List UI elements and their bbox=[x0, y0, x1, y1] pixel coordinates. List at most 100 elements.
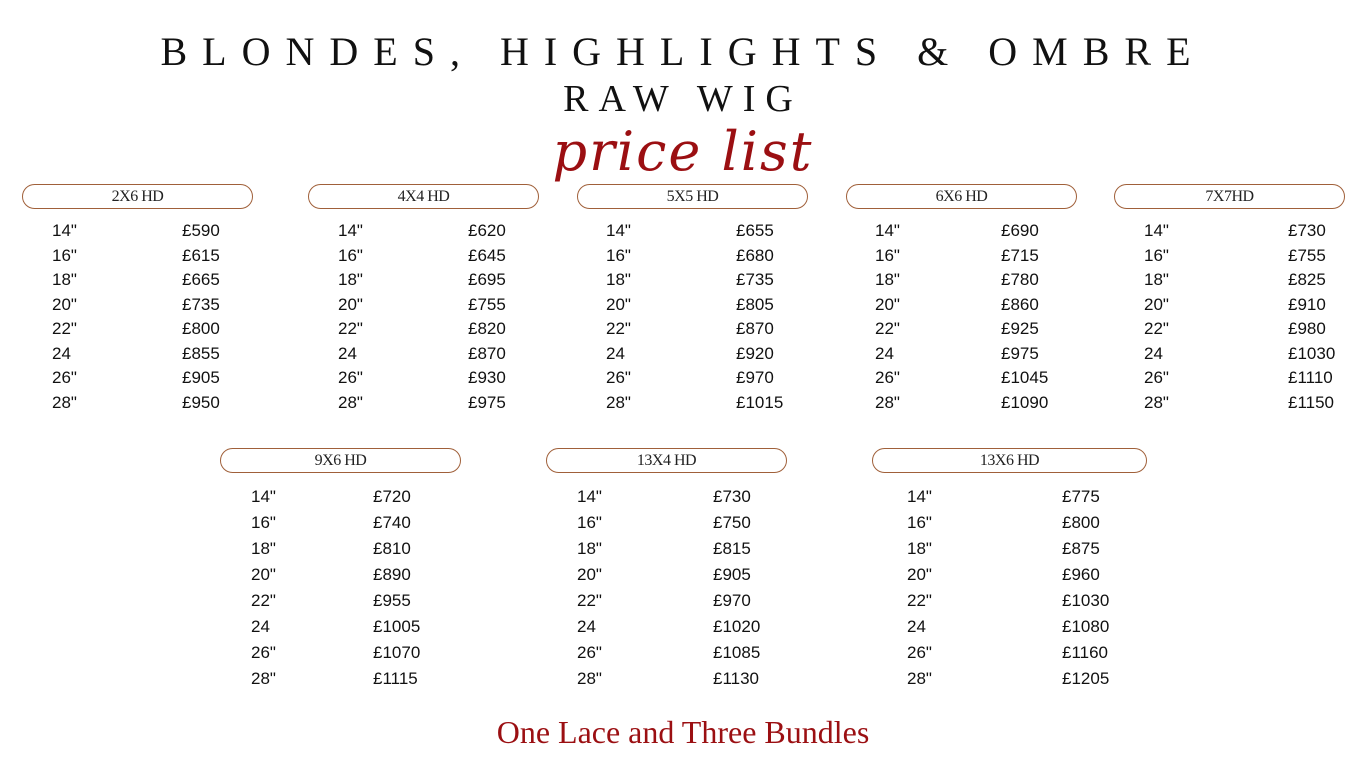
price-cell: £910 bbox=[1288, 294, 1326, 314]
price-cell: £620 bbox=[468, 221, 506, 240]
price-cell: £1110 bbox=[1288, 368, 1333, 387]
size-cell: 22" bbox=[577, 591, 602, 610]
size-cell: 20" bbox=[251, 565, 276, 584]
price-cell: £860 bbox=[1001, 294, 1039, 314]
size-cell: 24 bbox=[338, 343, 357, 363]
price-cell: £1030 bbox=[1288, 343, 1336, 363]
size-cell: 20" bbox=[52, 294, 77, 314]
price-cell: £1070 bbox=[373, 643, 421, 662]
price-cell: £800 bbox=[1062, 513, 1100, 532]
size-cell: 16" bbox=[251, 513, 276, 532]
price-cell: £925 bbox=[1001, 319, 1039, 338]
size-cell: 18" bbox=[52, 270, 77, 289]
price-cell: £1090 bbox=[1001, 392, 1049, 412]
size-cell: 18" bbox=[251, 539, 276, 558]
table-header-pill: 4X4 HD bbox=[308, 184, 539, 209]
size-cell: 14" bbox=[251, 487, 276, 506]
size-cell: 24 bbox=[251, 617, 270, 636]
size-cell: 18" bbox=[577, 539, 602, 558]
price-cell: £1130 bbox=[713, 669, 760, 688]
price-cell: £730 bbox=[1288, 221, 1326, 240]
size-cell: 20" bbox=[606, 294, 631, 314]
size-cell: 14" bbox=[338, 221, 363, 240]
size-cell: 26" bbox=[338, 368, 363, 387]
price-cell: £930 bbox=[468, 368, 506, 387]
price-cell: £815 bbox=[713, 539, 751, 558]
size-cell: 26" bbox=[251, 643, 276, 662]
size-cell: 22" bbox=[251, 591, 276, 610]
size-cell: 28" bbox=[338, 392, 363, 412]
price-cell: £950 bbox=[182, 392, 220, 412]
size-cell: 24 bbox=[1144, 343, 1163, 363]
price-cell: £590 bbox=[182, 221, 220, 240]
table-header-pill: 13X6 HD bbox=[872, 448, 1147, 473]
price-cell: £1160 bbox=[1062, 643, 1109, 662]
price-cell: £730 bbox=[713, 487, 751, 506]
size-cell: 20" bbox=[1144, 294, 1169, 314]
price-cell: £955 bbox=[373, 591, 411, 610]
script-title: price list bbox=[552, 120, 814, 183]
size-cell: 26" bbox=[577, 643, 602, 662]
size-cell: 24 bbox=[907, 617, 926, 636]
price-cell: £775 bbox=[1062, 487, 1100, 506]
size-cell: 14" bbox=[1144, 221, 1169, 240]
price-cell: £1115 bbox=[373, 669, 418, 688]
price-cell: £980 bbox=[1288, 319, 1326, 338]
table-header-pill: 9X6 HD bbox=[220, 448, 461, 473]
size-cell: 14" bbox=[875, 221, 900, 240]
size-cell: 28" bbox=[1144, 392, 1169, 412]
size-cell: 16" bbox=[606, 245, 631, 265]
price-cell: £825 bbox=[1288, 270, 1326, 289]
size-cell: 22" bbox=[606, 319, 631, 338]
size-cell: 16" bbox=[875, 245, 900, 265]
size-cell: 16" bbox=[907, 513, 932, 532]
size-cell: 24 bbox=[577, 617, 596, 636]
size-cell: 18" bbox=[875, 270, 900, 289]
size-cell: 16" bbox=[577, 513, 602, 532]
price-cell: £655 bbox=[736, 221, 774, 240]
size-cell: 20" bbox=[338, 294, 363, 314]
size-cell: 22" bbox=[338, 319, 363, 338]
price-cell: £645 bbox=[468, 245, 506, 265]
price-cell: £920 bbox=[736, 343, 774, 363]
price-cell: £735 bbox=[736, 270, 774, 289]
price-cell: £695 bbox=[468, 270, 506, 289]
size-cell: 22" bbox=[52, 319, 77, 338]
price-cell: £970 bbox=[713, 591, 751, 610]
price-cell: £1085 bbox=[713, 643, 761, 662]
table-header-pill: 13X4 HD bbox=[546, 448, 787, 473]
price-cell: £750 bbox=[713, 513, 751, 532]
size-cell: 22" bbox=[1144, 319, 1169, 338]
table-header-pill: 6X6 HD bbox=[846, 184, 1077, 209]
price-cell: £855 bbox=[182, 343, 220, 363]
price-cell: £1030 bbox=[1062, 591, 1110, 610]
price-cell: £680 bbox=[736, 245, 774, 265]
size-cell: 22" bbox=[875, 319, 900, 338]
size-cell: 22" bbox=[907, 591, 932, 610]
size-cell: 28" bbox=[577, 669, 602, 688]
footer-note: One Lace and Three Bundles bbox=[496, 714, 870, 750]
price-cell: £960 bbox=[1062, 565, 1100, 584]
price-cell: £780 bbox=[1001, 270, 1039, 289]
size-cell: 16" bbox=[338, 245, 363, 265]
table-header-pill: 7X7HD bbox=[1114, 184, 1345, 209]
price-cell: £800 bbox=[182, 319, 220, 338]
page-title: BLONDES, HIGHLIGHTS & OMBRE bbox=[160, 29, 1206, 74]
price-cell: £1150 bbox=[1288, 392, 1335, 412]
price-cell: £1080 bbox=[1062, 617, 1110, 636]
size-cell: 20" bbox=[577, 565, 602, 584]
price-cell: £1205 bbox=[1062, 669, 1110, 688]
size-cell: 26" bbox=[907, 643, 932, 662]
price-cell: £975 bbox=[468, 392, 506, 412]
size-cell: 28" bbox=[875, 392, 900, 412]
size-cell: 14" bbox=[577, 487, 602, 506]
size-cell: 14" bbox=[606, 221, 631, 240]
size-cell: 18" bbox=[606, 270, 631, 289]
size-cell: 28" bbox=[606, 392, 631, 412]
size-cell: 26" bbox=[875, 368, 900, 387]
price-cell: £1020 bbox=[713, 617, 761, 636]
size-cell: 26" bbox=[1144, 368, 1169, 387]
price-cell: £890 bbox=[373, 565, 411, 584]
price-cell: £740 bbox=[373, 513, 411, 532]
price-cell: £905 bbox=[713, 565, 751, 584]
